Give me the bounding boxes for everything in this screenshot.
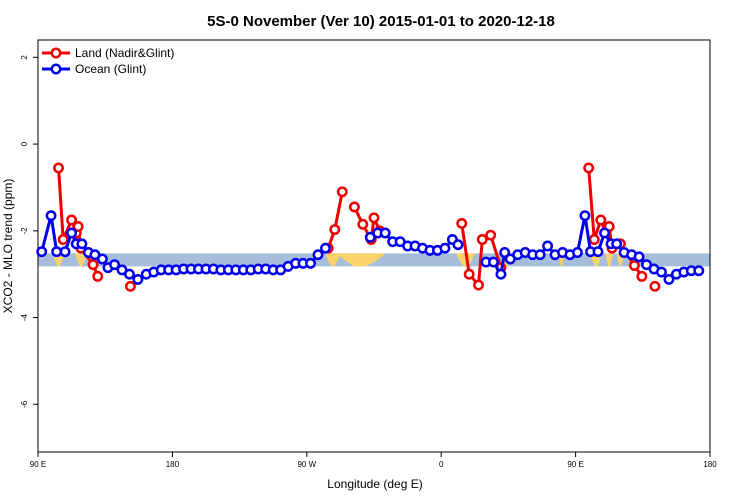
series-1-point-0-2 (51, 246, 63, 258)
x-tick-label-2: 90 W (297, 460, 316, 469)
series-1-point-0-13 (124, 268, 135, 280)
series-0-point-4-0 (456, 217, 468, 229)
series-1-point-2-2 (495, 268, 507, 280)
series-1-point-0-38 (312, 249, 324, 261)
land-mask-2 (325, 253, 341, 267)
legend-label-land: Land (Nadir&Glint) (75, 46, 174, 60)
x-tick-label-4: 90 E (567, 460, 583, 469)
series-1-point-0-4 (66, 227, 78, 239)
series-0-point-2-2 (336, 186, 348, 198)
series-0-point-3-0 (348, 201, 360, 213)
series-0-point-3-3 (368, 212, 380, 224)
series-1-point-0-37 (305, 257, 316, 269)
series-1-point-0-0 (36, 246, 48, 258)
series-0-point-4-3 (476, 234, 488, 245)
land-mask-1 (75, 253, 87, 267)
y-axis-label: XCO2 - MLO trend (ppm) (1, 179, 15, 314)
series-0-point-5-1 (588, 234, 600, 245)
x-tick-label-1: 180 (166, 460, 180, 469)
series-0-point-0-2 (66, 214, 78, 226)
series-0-point-5-2 (595, 214, 607, 226)
chart-title: 5S-0 November (Ver 10) 2015-01-01 to 202… (207, 13, 555, 30)
y-tick-label-1: 0 (20, 141, 29, 146)
series-1-point-1-2 (379, 227, 391, 239)
y-tick-label-4: -6 (20, 400, 29, 408)
series-0-point-2-1 (329, 224, 341, 235)
series-0-point-4-2 (473, 279, 484, 291)
series-1-point-1-12 (452, 239, 464, 251)
series-0-point-5-8 (636, 270, 648, 282)
series-0-point-5-0 (583, 162, 595, 174)
series-1-point-1-10 (439, 242, 451, 254)
legend-swatch-ocean-marker (50, 63, 62, 75)
x-tick-label-0: 90 E (30, 460, 46, 469)
series-0-point-0-7 (92, 270, 104, 282)
series-1-point-2-13 (572, 247, 583, 258)
series-1-point-2-19 (611, 238, 623, 250)
series-1-point-2-30 (693, 265, 705, 277)
series-1-point-2-25 (656, 266, 667, 278)
x-axis-label: Longitude (deg E) (327, 477, 422, 491)
land-mask-5 (456, 253, 475, 267)
plot-frame (37, 39, 711, 453)
series-0-line-2 (326, 191, 344, 249)
series-1-point-2-16 (592, 246, 604, 258)
series-1-point-0-6 (76, 238, 88, 250)
series-1-point-0-1 (45, 210, 57, 222)
series-1-point-2-14 (579, 210, 591, 222)
y-axis: 2 0 -2 -4 -6 (20, 55, 38, 408)
y-tick-label-3: -4 (20, 313, 29, 321)
series-0-point-0-4 (72, 221, 84, 232)
series-1-point-2-9 (542, 240, 554, 252)
land-mask-4 (336, 253, 386, 267)
series-1-point-0-39 (320, 242, 331, 254)
series-layer (36, 162, 705, 292)
series-1-point-2-17 (599, 227, 610, 239)
y-tick-label-0: 2 (20, 55, 29, 60)
series-0-point-4-4 (485, 229, 497, 241)
series-0-point-3-1 (357, 218, 369, 230)
series-0-point-1-0 (124, 280, 136, 292)
series-1-point-2-8 (534, 249, 546, 261)
series-1-point-0-14 (132, 273, 144, 285)
series-0-point-0-1 (57, 234, 69, 245)
series-1-point-0-9 (96, 253, 108, 265)
x-tick-label-3: 0 (439, 460, 444, 469)
series-1-point-2-1 (488, 256, 499, 268)
legend-label-ocean: Ocean (Glint) (75, 62, 146, 76)
plot-area (36, 39, 711, 453)
series-0-point-4-1 (463, 268, 475, 280)
land-mask-9 (605, 253, 613, 267)
series-0-point-0-6 (87, 259, 99, 271)
series-0-point-0-0 (53, 162, 64, 174)
series-0-point-6-0 (649, 280, 661, 292)
legend-swatch-land-marker (50, 47, 62, 59)
legend-entry-ocean: Ocean (Glint) (42, 62, 146, 76)
series-1-point-0-11 (109, 259, 120, 271)
x-tick-label-5: 180 (703, 460, 717, 469)
legend: Land (Nadir&Glint) Ocean (Glint) (42, 46, 174, 76)
y-tick-label-2: -2 (20, 227, 29, 235)
legend-entry-land: Land (Nadir&Glint) (42, 46, 174, 60)
series-1 (36, 210, 705, 285)
series-1-point-0-3 (59, 246, 71, 258)
series-1-point-2-3 (499, 247, 511, 258)
series-0-point-5-7 (628, 260, 640, 271)
series-0-line-4 (460, 223, 503, 287)
x-axis: 90 E 180 90 W 0 90 E 180 (30, 452, 717, 469)
series-1-point-2-22 (633, 251, 645, 263)
series-1-point-2-26 (663, 273, 675, 285)
